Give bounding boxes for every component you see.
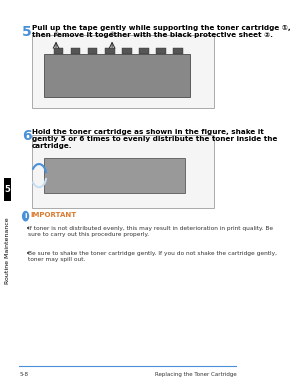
Text: 5-8: 5-8	[20, 372, 28, 377]
Bar	[88, 48, 98, 54]
Bar	[44, 54, 190, 96]
Text: Pull up the tape gently while supporting the toner cartridge ①,
then remove it t: Pull up the tape gently while supporting…	[32, 25, 290, 38]
Bar	[173, 48, 183, 54]
Text: Replacing the Toner Cartridge: Replacing the Toner Cartridge	[154, 372, 236, 377]
Bar	[156, 48, 166, 54]
Bar	[32, 135, 214, 208]
Text: ①: ①	[54, 32, 58, 37]
Text: •: •	[26, 251, 30, 257]
Text: Be sure to shake the toner cartridge gently. If you do not shake the cartridge g: Be sure to shake the toner cartridge gen…	[28, 251, 277, 262]
Text: Routine Maintenance: Routine Maintenance	[5, 218, 10, 284]
Text: Hold the toner cartridge as shown in the figure, shake it
gently 5 or 6 times to: Hold the toner cartridge as shown in the…	[32, 129, 277, 149]
Bar	[54, 48, 63, 54]
Text: If toner is not distributed evenly, this may result in deterioration in print qu: If toner is not distributed evenly, this…	[28, 226, 273, 237]
Bar	[122, 48, 132, 54]
Text: IMPORTANT: IMPORTANT	[31, 212, 77, 218]
Bar	[44, 158, 185, 193]
Text: 5: 5	[5, 185, 11, 194]
Text: 5: 5	[22, 25, 32, 39]
Bar	[139, 48, 148, 54]
Bar	[4, 178, 11, 201]
Text: 6: 6	[22, 129, 32, 143]
Bar	[71, 48, 80, 54]
Text: •: •	[26, 226, 30, 232]
Circle shape	[23, 212, 28, 221]
Text: i: i	[24, 213, 27, 219]
Bar	[32, 35, 214, 108]
Bar	[105, 48, 115, 54]
Text: ②: ②	[110, 32, 115, 37]
